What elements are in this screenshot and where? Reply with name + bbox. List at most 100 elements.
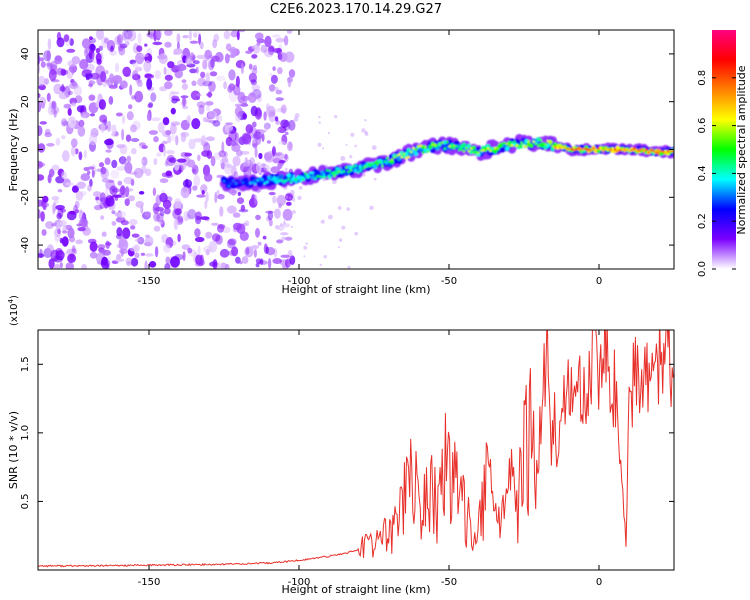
heatmap-noise-cell (132, 62, 139, 68)
heatmap-noise-cell (191, 118, 201, 130)
heatmap-noise-cell (157, 122, 165, 133)
heatmap-noise-cell (332, 179, 337, 185)
heatmap-noise-cell (89, 43, 96, 51)
heatmap-noise-cell (83, 167, 90, 171)
heatmap-ridge-cell (421, 144, 426, 150)
heatmap-noise-cell (206, 150, 213, 159)
heatmap-noise-cell (221, 156, 229, 163)
heatmap-noise-cell (67, 90, 73, 96)
heatmap-noise-cell (186, 159, 196, 168)
heatmap-noise-cell (111, 159, 118, 169)
heatmap-noise-cell (61, 236, 69, 247)
heatmap-noise-cell (140, 205, 144, 214)
heatmap-noise-cell (176, 158, 187, 163)
heatmap-noise-cell (216, 190, 220, 195)
heatmap-noise-cell (219, 115, 223, 122)
heatmap-noise-cell (251, 44, 260, 50)
heatmap-noise-cell (67, 107, 72, 116)
heatmap-ridge-cell (601, 149, 605, 153)
heatmap-ridge-cell (419, 144, 423, 148)
heatmap-ridge-cell (241, 181, 245, 185)
heatmap-ridge-cell (316, 175, 319, 178)
heatmap-noise-cell (121, 30, 128, 41)
heatmap-ridge-cell (253, 182, 257, 186)
heatmap-ridge-cell (341, 165, 347, 171)
heatmap-noise-cell (165, 130, 172, 136)
heatmap-ridge-cell (285, 179, 288, 182)
heatmap-noise-cell (116, 166, 126, 171)
y-tick-label: 1.0 (20, 425, 31, 441)
heatmap-noise-cell (184, 152, 192, 157)
heatmap-noise-cell (233, 171, 239, 179)
heatmap-noise-cell (134, 66, 143, 72)
heatmap-noise-cell (210, 155, 216, 167)
heatmap-noise-cell (91, 169, 95, 178)
heatmap-ridge-cell (448, 145, 451, 148)
heatmap-noise-cell (131, 233, 140, 238)
heatmap-noise-cell (281, 236, 286, 241)
heatmap-noise-cell (205, 136, 215, 142)
heatmap-noise-cell (83, 149, 87, 159)
heatmap-ridge-cell (486, 147, 490, 150)
heatmap-noise-cell (122, 115, 125, 124)
heatmap-ridge-cell (369, 164, 372, 167)
heatmap-noise-cell (96, 30, 104, 40)
heatmap-noise-cell (233, 83, 241, 96)
heatmap-noise-cell (182, 35, 189, 39)
heatmap-noise-cell (196, 194, 206, 198)
heatmap-noise-cell (182, 251, 186, 261)
heatmap-noise-cell (266, 140, 271, 144)
heatmap-noise-cell (204, 49, 213, 60)
heatmap-noise-cell (243, 165, 252, 177)
heatmap-noise-cell (208, 119, 217, 124)
heatmap-ridge-cell (334, 170, 339, 175)
heatmap-noise-cell (139, 142, 146, 147)
heatmap-ridge-cell (313, 177, 317, 180)
heatmap-noise-cell (80, 173, 91, 182)
heatmap-noise-cell (172, 240, 177, 246)
heatmap-ridge-cell (594, 149, 598, 153)
heatmap-ridge-cell (618, 149, 622, 152)
heatmap-noise-cell (144, 260, 148, 269)
heatmap-noise-cell (276, 194, 286, 206)
heatmap-noise-cell (187, 247, 193, 254)
heatmap-noise-cell (290, 225, 293, 228)
heatmap-ridge-cell (469, 149, 474, 155)
heatmap-noise-cell (176, 33, 181, 44)
figure-title: C2E6.2023.170.14.29.G27 (270, 2, 442, 17)
x-tick-label: -100 (288, 276, 311, 287)
heatmap-ridge-cell (349, 168, 353, 172)
heatmap-noise-cell (139, 53, 149, 58)
heatmap-ridge-cell (321, 175, 324, 179)
heatmap-noise-cell (70, 138, 78, 148)
heatmap-noise-cell (54, 55, 63, 65)
heatmap-noise-cell (144, 73, 152, 78)
heatmap-noise-cell (59, 86, 66, 92)
heatmap-noise-cell (76, 105, 85, 113)
heatmap-ridge-cell (539, 138, 543, 142)
heatmap-noise-cell (194, 262, 203, 267)
heatmap-noise-cell (254, 32, 264, 40)
heatmap-noise-cell (244, 220, 250, 226)
heatmap-noise-cell (38, 199, 44, 207)
heatmap-noise-cell (180, 132, 187, 143)
heatmap-noise-cell (228, 188, 237, 195)
heatmap-noise-cell (153, 158, 158, 166)
heatmap-noise-cell (103, 37, 110, 44)
heatmap-ridge-cell (333, 174, 336, 178)
heatmap-ridge-cell (580, 147, 583, 151)
heatmap-ridge-cell (536, 137, 541, 142)
heatmap-ridge-cell (263, 182, 267, 185)
heatmap-noise-cell (196, 258, 205, 267)
heatmap-noise-cell (82, 113, 86, 119)
heatmap-noise-cell (248, 63, 253, 70)
heatmap-noise-cell (293, 116, 299, 122)
heatmap-noise-cell (65, 182, 75, 186)
heatmap-noise-cell (268, 112, 277, 123)
heatmap-noise-cell (89, 178, 93, 187)
heatmap-noise-cell (274, 116, 279, 122)
heatmap-noise-cell (249, 157, 256, 167)
heatmap-noise-cell (230, 165, 237, 177)
heatmap-ridge-cell (649, 148, 653, 152)
heatmap-noise-cell (137, 236, 145, 245)
